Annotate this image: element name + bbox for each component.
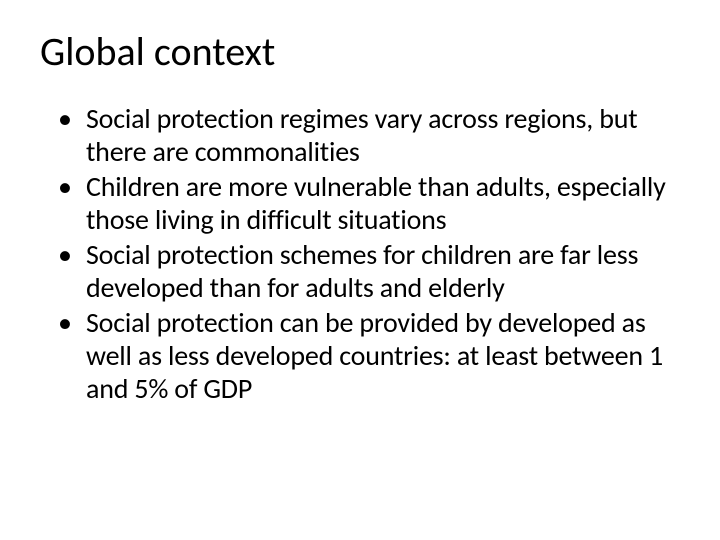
list-item: Social protection can be provided by dev…: [58, 306, 680, 405]
list-item: Social protection schemes for children a…: [58, 238, 680, 304]
bullet-list: Social protection regimes vary across re…: [40, 102, 680, 405]
slide-title: Global context: [40, 30, 680, 74]
list-item: Social protection regimes vary across re…: [58, 102, 680, 168]
list-item: Children are more vulnerable than adults…: [58, 170, 680, 236]
